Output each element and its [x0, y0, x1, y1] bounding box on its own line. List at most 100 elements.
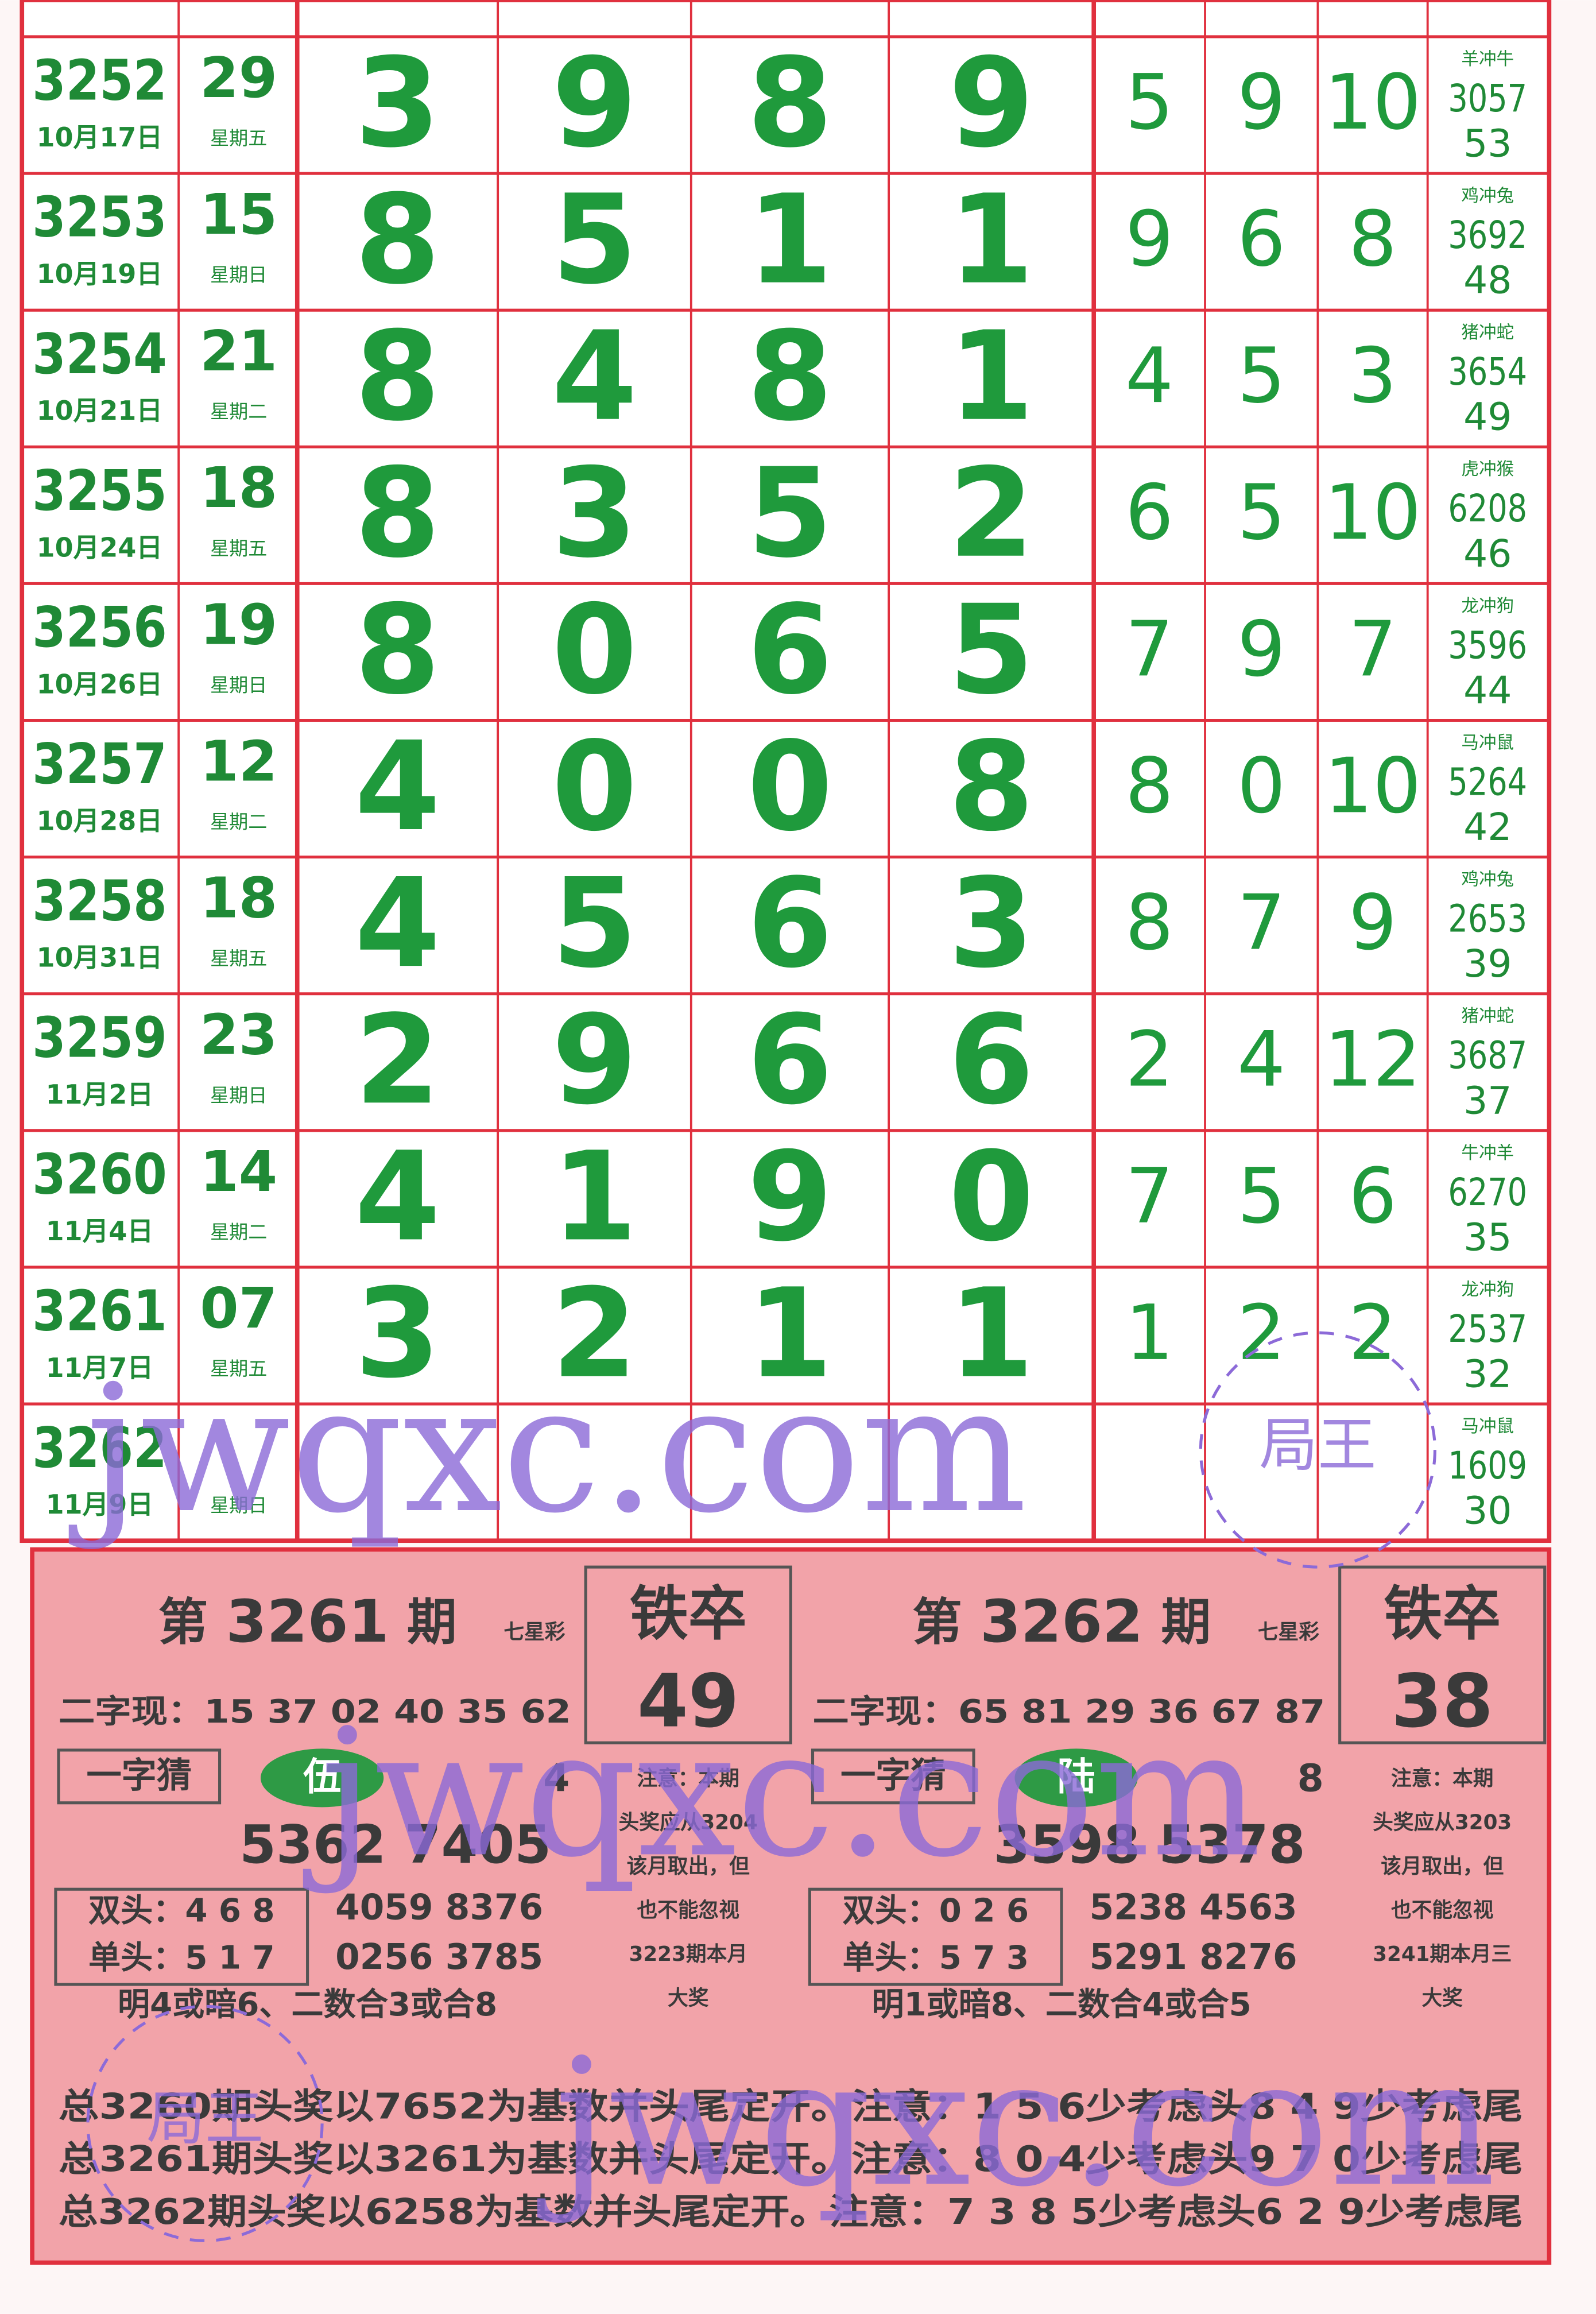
code: 2653: [1448, 896, 1527, 941]
zodiac: 马冲鼠: [1461, 1417, 1514, 1437]
note-line: 也不能忽视: [637, 1898, 739, 1922]
yizi-char: 伍: [303, 1754, 341, 1799]
draw-sum: 18: [200, 455, 277, 520]
draw-date: 10月26日: [37, 668, 163, 699]
small-digit: 5: [1237, 332, 1285, 420]
small-digit: 2: [1125, 1016, 1173, 1104]
prize-digit: 2: [552, 1262, 637, 1406]
main-numbers: 5362 7405: [239, 1814, 551, 1875]
draw-sum: 14: [200, 1139, 277, 1204]
issue-number: 3252: [32, 48, 167, 113]
draw-date: 11月4日: [46, 1216, 154, 1247]
prize-digit: 5: [747, 442, 832, 585]
yizi-digit: 4: [543, 1756, 570, 1801]
prize-digit: 9: [948, 31, 1034, 175]
note-line: 3223期本月: [629, 1942, 747, 1966]
prize-digit: 0: [747, 715, 832, 858]
small-digit: 4: [1237, 1016, 1285, 1104]
shuangtou: 双头：0 2 6: [842, 1893, 1029, 1930]
yizi-label: 一字猜: [86, 1755, 192, 1796]
prize-digit: 4: [355, 715, 440, 858]
note-line: 注意：本期: [637, 1767, 739, 1790]
summary-line: 总3261期头奖以3261为基数并头尾定开。注意：8 0 4少考虑头9 7 0少…: [59, 2139, 1523, 2180]
note-line: 头奖应从3203: [1373, 1810, 1512, 1834]
seal: [1199, 1331, 1436, 1569]
yizi-badge: [260, 1748, 384, 1808]
prize-digit: 1: [948, 305, 1034, 448]
panel-suffix: 期: [1161, 1594, 1211, 1651]
dantou: 单头：5 1 7: [88, 1939, 275, 1976]
zodiac: 鸡冲兔: [1461, 186, 1514, 206]
zodiac: 龙冲狗: [1461, 596, 1514, 616]
code-number: 32: [1463, 1352, 1512, 1396]
tie-value: 49: [637, 1659, 739, 1744]
issue-number: 3259: [32, 1005, 167, 1070]
prize-digit: 0: [552, 578, 637, 722]
note-line: 大奖: [1422, 1987, 1463, 2010]
draw-sum: 23: [200, 1003, 277, 1067]
prize-digit: 6: [948, 988, 1034, 1132]
yizi-box: [57, 1748, 222, 1805]
draw-date: 11月7日: [46, 1352, 154, 1383]
summary-line: 总3262期头奖以6258为基数并头尾定开。注意：7 3 8 5少考虑头6 2 …: [59, 2192, 1523, 2232]
weekday: 星期日: [210, 674, 267, 696]
issue-number: 3262: [32, 1415, 167, 1480]
draw-date: 10月19日: [37, 258, 163, 289]
draw-sum: 07: [200, 1276, 277, 1341]
prize-digit: 3: [948, 852, 1034, 995]
prize-digit: 3: [355, 31, 440, 175]
panel-prefix: 第: [912, 1594, 962, 1651]
prize-digit: 6: [747, 852, 832, 995]
small-digit: 2: [1349, 1289, 1397, 1377]
issue-number: 3254: [32, 322, 167, 386]
draw-date: 10月24日: [37, 532, 163, 563]
weekday: 星期五: [210, 1357, 267, 1380]
issue-number: 3256: [32, 595, 167, 660]
small-digit: 9: [1125, 195, 1173, 284]
yizi-badge: [1014, 1748, 1138, 1808]
issue-number: 3260: [32, 1142, 167, 1207]
code-number: 30: [1463, 1488, 1512, 1533]
watermark: jwqxc.com: [535, 2021, 1496, 2226]
prize-digit: 6: [747, 578, 832, 722]
draw-sum: 29: [200, 45, 277, 110]
prize-digit: 6: [747, 988, 832, 1132]
draw-date: 11月2日: [46, 1079, 154, 1110]
small-digit: 2: [1237, 1289, 1285, 1377]
zodiac: 猪冲蛇: [1461, 323, 1514, 343]
small-digit: 10: [1324, 59, 1421, 147]
prize-digit: 0: [948, 1125, 1034, 1268]
small-digit: 0: [1237, 742, 1285, 830]
code-number: 39: [1463, 941, 1512, 986]
tie-value: 38: [1391, 1659, 1493, 1744]
zodiac: 牛冲羊: [1461, 1143, 1514, 1163]
small-digit: 5: [1237, 469, 1285, 557]
small-digit: 12: [1324, 1016, 1421, 1104]
yizi-digit: 8: [1297, 1756, 1324, 1801]
prize-digit: 3: [552, 442, 637, 585]
weekday: 星期日: [210, 1084, 267, 1106]
issue-number: 3255: [32, 458, 167, 523]
weekday: 星期二: [210, 1221, 267, 1243]
tie-box: [584, 1565, 792, 1744]
hint: 明1或暗8、二数合4或合5: [872, 1986, 1252, 2023]
small-digit: 9: [1349, 879, 1397, 968]
draw-date: 10月31日: [37, 942, 163, 973]
code: 3654: [1448, 349, 1527, 394]
small-digit: 7: [1125, 1152, 1173, 1241]
seal-text: 局王: [1259, 1411, 1376, 1480]
yizi-label: 一字猜: [840, 1755, 946, 1796]
small-digit: 6: [1125, 469, 1173, 557]
code: 2537: [1448, 1306, 1527, 1351]
weekday: 星期二: [210, 811, 267, 833]
draw-sum: 12: [200, 729, 277, 794]
issue-number: 3257: [32, 732, 167, 796]
prize-digit: 8: [355, 578, 440, 722]
nums-1: 5238 4563: [1090, 1887, 1297, 1928]
note-line: 头奖应从3204: [619, 1810, 758, 1834]
note-line: 该月取出，但: [627, 1855, 750, 1878]
code-number: 37: [1463, 1078, 1512, 1123]
prize-digit: 1: [747, 168, 832, 312]
prize-digit: 1: [948, 1262, 1034, 1406]
